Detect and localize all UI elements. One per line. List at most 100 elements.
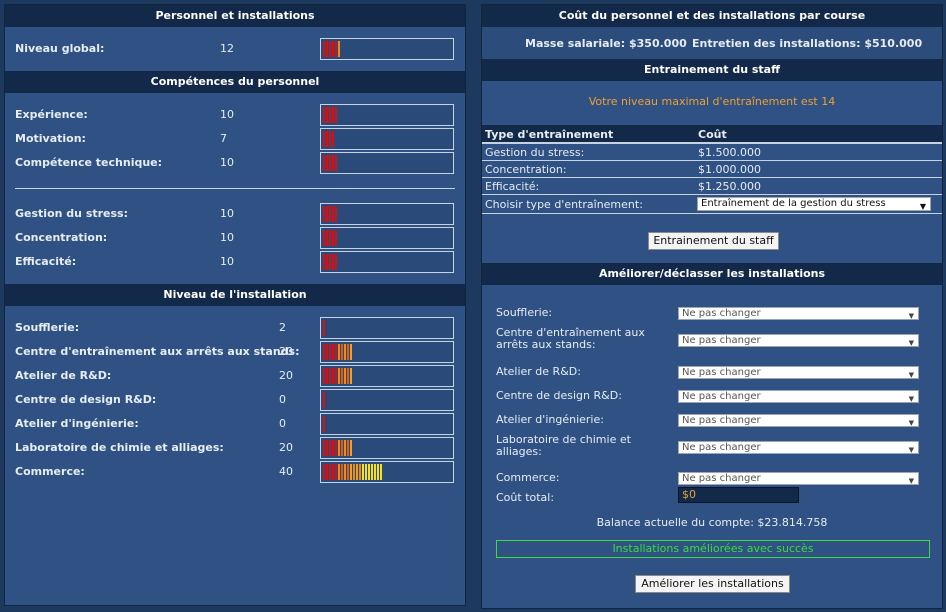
facility-atelier-de-r-d-label: Atelier de R&D: <box>15 369 112 382</box>
col-type: Type d'entraînement <box>485 128 614 141</box>
level-bar-segment <box>323 344 325 360</box>
staff-facilities-header: Personnel et installations <box>5 5 465 27</box>
upgrade-select-commerce[interactable]: Ne pas changer ▼ <box>678 472 919 485</box>
level-bar-segment <box>338 440 340 456</box>
upgrade-select-value: Ne pas changer <box>682 391 761 402</box>
level-bar-segment <box>347 368 349 384</box>
level-bar-segment <box>323 464 325 480</box>
max-training-area: Votre niveau maximal d'entraînement est … <box>482 81 942 125</box>
level-bar-segment <box>329 254 331 270</box>
upgrade-label-laboratoire-de-chimie-et-alliages: Laboratoire de chimie et alliages: <box>496 433 631 458</box>
upgrade-select-atelier-de-r-d[interactable]: Ne pas changer ▼ <box>678 366 919 379</box>
training-table-row: Concentration: $1.000.000 <box>482 161 942 178</box>
upgrade-select-laboratoire-de-chimie-et-alliages[interactable]: Ne pas changer ▼ <box>678 441 919 454</box>
upgrade-select-value: Ne pas changer <box>682 308 761 319</box>
facility-soufflerie-value: 2 <box>279 321 286 334</box>
chevron-down-icon: ▼ <box>908 446 914 454</box>
train-staff-button[interactable]: Entrainement du staff <box>648 232 779 250</box>
facility-centre-d-entra-nement-aux-arr-ts-aux-stands-label: Centre d'entraînement aux arrêts aux sta… <box>15 345 300 358</box>
upgrade-select-atelier-d-ing-nierie[interactable]: Ne pas changer ▼ <box>678 414 919 427</box>
level-bar-segment <box>347 344 349 360</box>
level-bar-segment <box>323 155 325 171</box>
level-bar-segment <box>326 440 328 456</box>
level-bar-segment <box>347 440 349 456</box>
level-bar-segment <box>323 416 325 432</box>
table-row-line <box>482 143 942 144</box>
upgrade-select-soufflerie[interactable]: Ne pas changer ▼ <box>678 307 919 320</box>
level-bar-segment <box>323 41 325 57</box>
level-bar-segment <box>365 464 367 480</box>
training-cost: $1.000.000 <box>698 163 761 176</box>
level-bar-segment <box>323 107 325 123</box>
level-bar-segment <box>329 206 331 222</box>
level-bar-segment <box>350 344 352 360</box>
facility-atelier-d-ing-nierie-value: 0 <box>279 417 286 430</box>
level-bar-segment <box>329 230 331 246</box>
level-bar-segment <box>323 254 325 270</box>
level-bar-segment <box>338 368 340 384</box>
facility-atelier-d-ing-nierie-label: Atelier d'ingénierie: <box>15 417 139 430</box>
training-cost: $1.250.000 <box>698 180 761 193</box>
global-level-value: 12 <box>220 42 234 55</box>
level-bar-segment <box>323 206 325 222</box>
col-cost: Coût <box>698 128 727 141</box>
facility-soufflerie-label: Soufflerie: <box>15 321 80 334</box>
level-bar-segment <box>332 131 334 147</box>
skill-comp-tence-technique-bar <box>320 152 454 174</box>
facility-laboratoire-de-chimie-et-alliages-row: Laboratoire de chimie et alliages: 20 <box>5 437 465 459</box>
level-bar-segment <box>341 344 343 360</box>
level-bar-segment <box>368 464 370 480</box>
training-type: Efficacité: <box>485 180 540 193</box>
training-skill-gestion-du-stress-row: Gestion du stress: 10 <box>5 203 465 225</box>
facility-laboratoire-de-chimie-et-alliages-bar <box>320 437 454 459</box>
level-bar-segment <box>371 464 373 480</box>
global-level-row: Niveau global: 12 <box>5 38 465 60</box>
global-level-label: Niveau global: <box>15 42 105 55</box>
training-type-select[interactable]: Entraînement de la gestion du stress ▼ <box>697 197 931 211</box>
level-bar-segment <box>332 107 334 123</box>
level-bar-segment <box>335 230 337 246</box>
training-skill-concentration-value: 10 <box>220 231 234 244</box>
staff-training-header: Entrainement du staff <box>482 59 942 81</box>
level-bar-segment <box>335 206 337 222</box>
upgrade-facilities-header: Améliorer/déclasser les installations <box>482 263 942 285</box>
upgrade-select-centre-de-design-r-d[interactable]: Ne pas changer ▼ <box>678 390 919 403</box>
upgrade-select-value: Ne pas changer <box>682 335 761 346</box>
level-bar-segment <box>332 368 334 384</box>
level-bar-segment <box>350 440 352 456</box>
training-skill-efficacit-label: Efficacité: <box>15 255 77 268</box>
skill-motivation-row: Motivation: 7 <box>5 128 465 150</box>
level-bar-segment <box>326 131 328 147</box>
training-skill-concentration-row: Concentration: 10 <box>5 227 465 249</box>
chevron-down-icon: ▼ <box>908 419 914 427</box>
level-bar-segment <box>332 230 334 246</box>
facility-centre-de-design-r-d-label: Centre de design R&D: <box>15 393 157 406</box>
table-row-line <box>482 160 942 161</box>
global-level-bar <box>320 38 454 60</box>
training-table-row: Efficacité: $1.250.000 <box>482 178 942 195</box>
facility-centre-d-entra-nement-aux-arr-ts-aux-stands-row: Centre d'entraînement aux arrêts aux sta… <box>5 341 465 363</box>
level-bar-segment <box>338 464 340 480</box>
facility-laboratoire-de-chimie-et-alliages-value: 20 <box>279 441 293 454</box>
facility-centre-de-design-r-d-bar <box>320 389 454 411</box>
level-bar-segment <box>335 368 337 384</box>
level-bar-segment <box>332 41 334 57</box>
facility-centre-de-design-r-d-row: Centre de design R&D: 0 <box>5 389 465 411</box>
upgrade-select-centre-d-entra-nement-aux-arr-ts-aux-stands[interactable]: Ne pas changer ▼ <box>678 334 919 347</box>
skill-exp-rience-label: Expérience: <box>15 108 88 121</box>
level-bar-segment <box>341 464 343 480</box>
training-skill-gestion-du-stress-bar <box>320 203 454 225</box>
facility-atelier-d-ing-nierie-bar <box>320 413 454 435</box>
upgrade-label-commerce: Commerce: <box>496 471 560 484</box>
upgrade-facilities-button[interactable]: Améliorer les installations <box>635 575 790 593</box>
facility-soufflerie-row: Soufflerie: 2 <box>5 317 465 339</box>
maintenance-text: Entretien des installations: $510.000 <box>692 37 923 50</box>
facility-commerce-label: Commerce: <box>15 465 85 478</box>
chevron-down-icon: ▼ <box>919 202 926 211</box>
level-bar-segment <box>344 344 346 360</box>
facility-centre-d-entra-nement-aux-arr-ts-aux-stands-bar <box>320 341 454 363</box>
facility-level-header: Niveau de l'installation <box>5 284 465 306</box>
upgrade-label-centre-d-entra-nement-aux-arr-ts-aux-stands: Centre d'entraînement aux arrêts aux sta… <box>496 326 645 351</box>
training-skill-efficacit-bar <box>320 251 454 273</box>
level-bar-segment <box>332 254 334 270</box>
